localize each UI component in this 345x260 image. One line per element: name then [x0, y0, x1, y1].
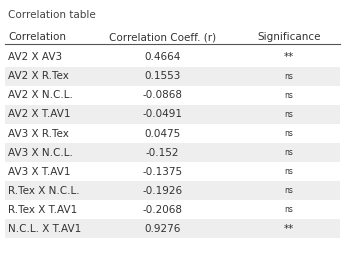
Text: -0.2068: -0.2068: [142, 205, 182, 215]
FancyBboxPatch shape: [5, 162, 340, 181]
Text: ns: ns: [284, 91, 293, 100]
FancyBboxPatch shape: [5, 48, 340, 67]
Text: AV2 X R.Tex: AV2 X R.Tex: [8, 72, 69, 81]
FancyBboxPatch shape: [5, 200, 340, 219]
Text: N.C.L. X T.AV1: N.C.L. X T.AV1: [8, 224, 81, 234]
Text: -0.1375: -0.1375: [142, 167, 182, 177]
Text: Correlation Coeff. (r): Correlation Coeff. (r): [109, 32, 216, 42]
Text: ns: ns: [284, 167, 293, 176]
Text: AV2 X T.AV1: AV2 X T.AV1: [8, 109, 71, 120]
Text: 0.9276: 0.9276: [144, 224, 180, 234]
Text: Correlation table: Correlation table: [8, 10, 96, 20]
FancyBboxPatch shape: [5, 219, 340, 238]
Text: AV3 X N.C.L.: AV3 X N.C.L.: [8, 148, 73, 158]
Text: **: **: [284, 224, 294, 234]
Text: Correlation: Correlation: [8, 32, 66, 42]
FancyBboxPatch shape: [5, 105, 340, 124]
Text: ns: ns: [284, 72, 293, 81]
Text: 0.4664: 0.4664: [144, 52, 180, 62]
Text: 0.0475: 0.0475: [144, 128, 180, 139]
FancyBboxPatch shape: [5, 86, 340, 105]
Text: **: **: [284, 52, 294, 62]
Text: AV3 X T.AV1: AV3 X T.AV1: [8, 167, 71, 177]
Text: Significance: Significance: [257, 32, 321, 42]
Text: ns: ns: [284, 110, 293, 119]
Text: -0.0868: -0.0868: [142, 90, 182, 100]
Text: ns: ns: [284, 186, 293, 195]
Text: 0.1553: 0.1553: [144, 72, 180, 81]
Text: AV2 X AV3: AV2 X AV3: [8, 52, 62, 62]
FancyBboxPatch shape: [5, 124, 340, 143]
Text: -0.0491: -0.0491: [142, 109, 182, 120]
Text: ns: ns: [284, 205, 293, 214]
FancyBboxPatch shape: [5, 143, 340, 162]
Text: AV3 X R.Tex: AV3 X R.Tex: [8, 128, 69, 139]
Text: R.Tex X T.AV1: R.Tex X T.AV1: [8, 205, 78, 215]
Text: R.Tex X N.C.L.: R.Tex X N.C.L.: [8, 186, 80, 196]
FancyBboxPatch shape: [5, 181, 340, 200]
Text: ns: ns: [284, 148, 293, 157]
Text: ns: ns: [284, 129, 293, 138]
FancyBboxPatch shape: [5, 67, 340, 86]
Text: -0.152: -0.152: [146, 148, 179, 158]
Text: -0.1926: -0.1926: [142, 186, 182, 196]
Text: AV2 X N.C.L.: AV2 X N.C.L.: [8, 90, 73, 100]
